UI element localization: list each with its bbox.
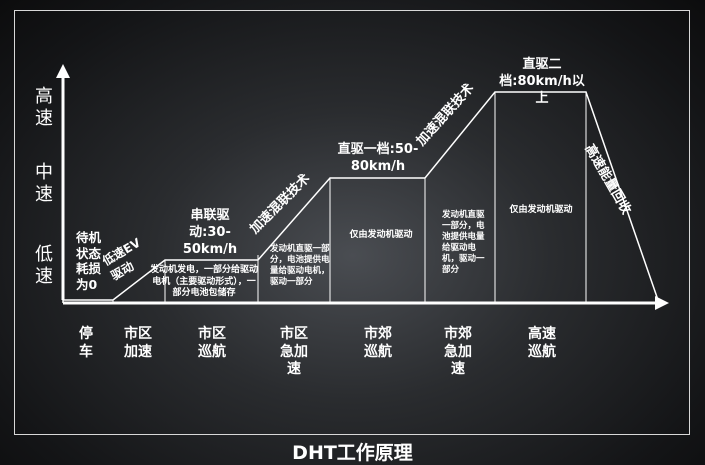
direct-gear2-detail: 仅由发动机驱动 <box>509 205 573 215</box>
speed-profile-line <box>62 91 659 303</box>
phase-label-suburban-cruise: 市郊巡航 <box>364 326 392 360</box>
y-axis-arrowhead <box>56 64 70 78</box>
phase-label-suburban-boost: 市郊急加速 <box>444 326 472 377</box>
hybrid-boost-urban-detail: 发动机直驱一部分，电池提供电量给驱动电机，驱动一部分 <box>270 244 330 288</box>
direct-gear2-heading: 直驱二档:80km/h以上 <box>499 57 585 106</box>
phase-label-parked: 停车 <box>79 326 93 360</box>
phase-label-urban-cruise: 市区巡航 <box>198 326 226 360</box>
slide-frame <box>14 10 690 435</box>
slide-title: DHT工作原理 <box>292 442 413 464</box>
series-drive-heading: 串联驱动:30-50km/h <box>182 208 238 257</box>
axis-label-mid: 中速 <box>35 162 53 205</box>
phase-label-urban-boost: 市区急加速 <box>280 326 308 377</box>
hybrid-boost-suburban-detail: 发动机直驱一部分，电池提供电量给驱动电机，驱动一部分 <box>442 210 485 276</box>
series-drive-detail: 发动机发电，一部分给驱动电机（主要驱动形式），一部分电池包储存 <box>150 265 259 299</box>
direct-gear1-detail: 仅由发动机驱动 <box>349 230 413 240</box>
axis-label-low: 低速 <box>35 244 53 287</box>
direct-gear1-heading: 直驱一档:50-80km/h <box>337 142 419 174</box>
axis-label-high: 高速 <box>35 86 53 129</box>
phase-label-urban-accel: 市区加速 <box>124 326 152 360</box>
idle-state-text: 待机状态耗损为0 <box>76 230 102 292</box>
phase-label-highway-cruise: 高速巡航 <box>528 326 556 360</box>
